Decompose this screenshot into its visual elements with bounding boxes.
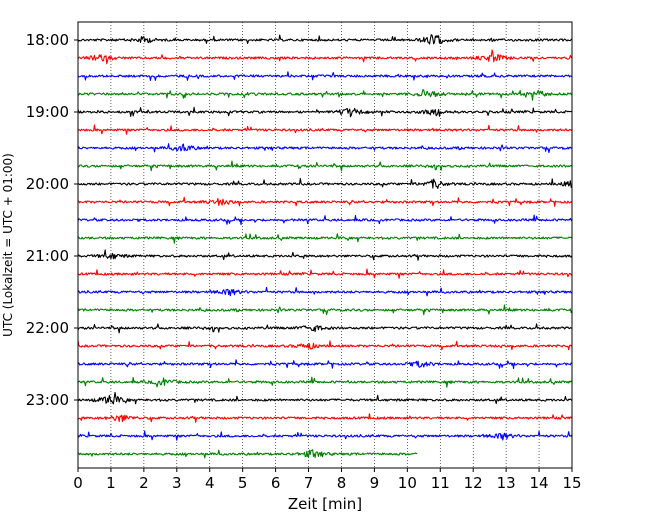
- trace-row: [77, 160, 573, 172]
- x-tick-label: 5: [238, 474, 248, 492]
- x-tick-label: 14: [530, 474, 549, 492]
- trace-row: [77, 323, 573, 334]
- y-tick-label: 21:00: [26, 247, 69, 265]
- plot-frame: [77, 21, 573, 469]
- y-tick-label: 20:00: [26, 175, 69, 193]
- trace-row: [77, 34, 573, 45]
- trace-row: [77, 359, 573, 370]
- trace-row: [77, 413, 573, 423]
- y-tick-label: 18:00: [26, 31, 69, 49]
- x-tick-label: 3: [172, 474, 182, 492]
- trace-row: [77, 286, 573, 297]
- y-axis-ticks: 18:00 19:00 20:00 21:00 22:00 23:00: [26, 31, 78, 409]
- trace-row: [77, 143, 573, 154]
- x-tick-label: 9: [370, 474, 380, 492]
- trace-row: [77, 376, 573, 388]
- x-tick-label: 10: [398, 474, 417, 492]
- trace-row: [77, 214, 573, 226]
- trace-row: [77, 106, 573, 118]
- trace-row: [77, 71, 573, 81]
- y-tick-label: 19:00: [26, 103, 69, 121]
- x-tick-label: 12: [464, 474, 483, 492]
- trace-row: [77, 340, 573, 351]
- y-tick-label: 22:00: [26, 319, 69, 337]
- trace-row: [77, 196, 573, 207]
- x-axis-ticks: 0 1 2 3 4 5 6 7 8 9 10 11 12 13 14 15: [73, 468, 582, 492]
- grid-lines: [110, 22, 540, 468]
- trace-row: [77, 178, 573, 189]
- x-tick-label: 8: [337, 474, 347, 492]
- y-axis-label: UTC (Lokalzeit = UTC + 01:00): [1, 153, 15, 337]
- trace-row: [77, 249, 573, 261]
- trace-row: [77, 268, 573, 279]
- trace-row: [77, 391, 573, 405]
- trace-row: [77, 304, 573, 316]
- x-tick-label: 7: [304, 474, 314, 492]
- trace-rows: [77, 34, 573, 459]
- x-tick-label: 0: [73, 474, 83, 492]
- trace-row: [77, 430, 573, 441]
- x-tick-label: 13: [497, 474, 516, 492]
- x-tick-label: 1: [106, 474, 116, 492]
- x-tick-label: 11: [431, 474, 450, 492]
- x-tick-label: 4: [205, 474, 215, 492]
- trace-row: [77, 49, 573, 65]
- trace-row: [77, 124, 573, 135]
- x-tick-label: 15: [562, 474, 581, 492]
- x-axis-label: Zeit [min]: [288, 495, 362, 513]
- trace-row: [77, 89, 573, 101]
- y-tick-label: 23:00: [26, 391, 69, 409]
- trace-row: [77, 449, 418, 459]
- x-tick-label: 2: [139, 474, 149, 492]
- trace-row: [77, 233, 573, 244]
- x-tick-label: 6: [271, 474, 281, 492]
